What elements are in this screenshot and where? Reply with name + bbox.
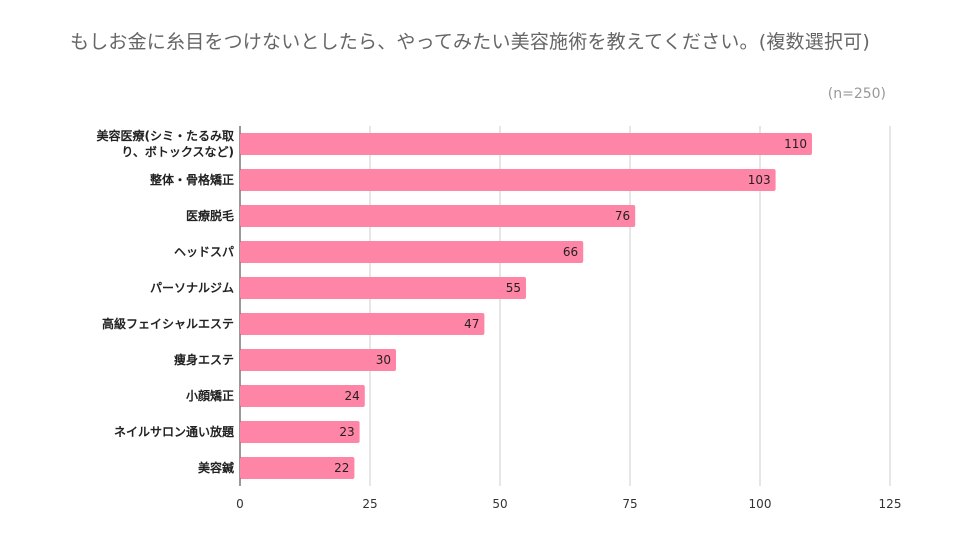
data-label: 23 — [339, 425, 354, 439]
category-label: 医療脱毛 — [186, 208, 234, 223]
bar — [240, 205, 636, 227]
category-label: ヘッドスパ — [174, 245, 234, 259]
category-label: 高級フェイシャルエステ — [102, 316, 234, 331]
bar — [240, 277, 526, 299]
data-label: 76 — [615, 209, 630, 223]
x-tick-label: 0 — [236, 497, 244, 511]
x-tick-label: 125 — [879, 497, 902, 511]
data-label: 47 — [464, 317, 479, 331]
sample-size-note: (n=250) — [827, 86, 886, 102]
category-label: ネイルサロン通い放題 — [114, 424, 235, 439]
bar — [240, 457, 355, 479]
x-tick-label: 50 — [492, 497, 507, 511]
category-label: 美容鍼 — [198, 460, 234, 475]
category-label: 小顔矯正 — [186, 388, 234, 403]
bar — [240, 349, 396, 371]
x-tick-label: 25 — [362, 497, 377, 511]
data-label: 30 — [376, 353, 391, 367]
data-label: 110 — [784, 137, 807, 151]
data-label: 103 — [748, 173, 771, 187]
bars — [240, 133, 812, 479]
bar — [240, 421, 360, 443]
x-tick-label: 75 — [622, 497, 637, 511]
chart-title: もしお金に糸目をつけないとしたら、やってみたい美容施術を教えてください。(複数選… — [70, 31, 870, 53]
category-label: 整体・骨格矯正 — [149, 172, 234, 187]
bar — [240, 133, 812, 155]
category-label: パーソナルジム — [150, 281, 234, 295]
bar — [240, 313, 485, 335]
data-label: 24 — [345, 389, 360, 403]
bar — [240, 385, 365, 407]
data-label: 22 — [334, 461, 349, 475]
category-label: り、ボトックスなど) — [121, 144, 234, 159]
data-label: 66 — [563, 245, 578, 259]
data-label: 55 — [506, 281, 521, 295]
category-label: 美容医療(シミ・たるみ取 — [97, 128, 235, 143]
category-label: 痩身エステ — [174, 352, 234, 367]
x-tick-label: 100 — [749, 497, 772, 511]
bar — [240, 241, 584, 263]
bar — [240, 169, 776, 191]
